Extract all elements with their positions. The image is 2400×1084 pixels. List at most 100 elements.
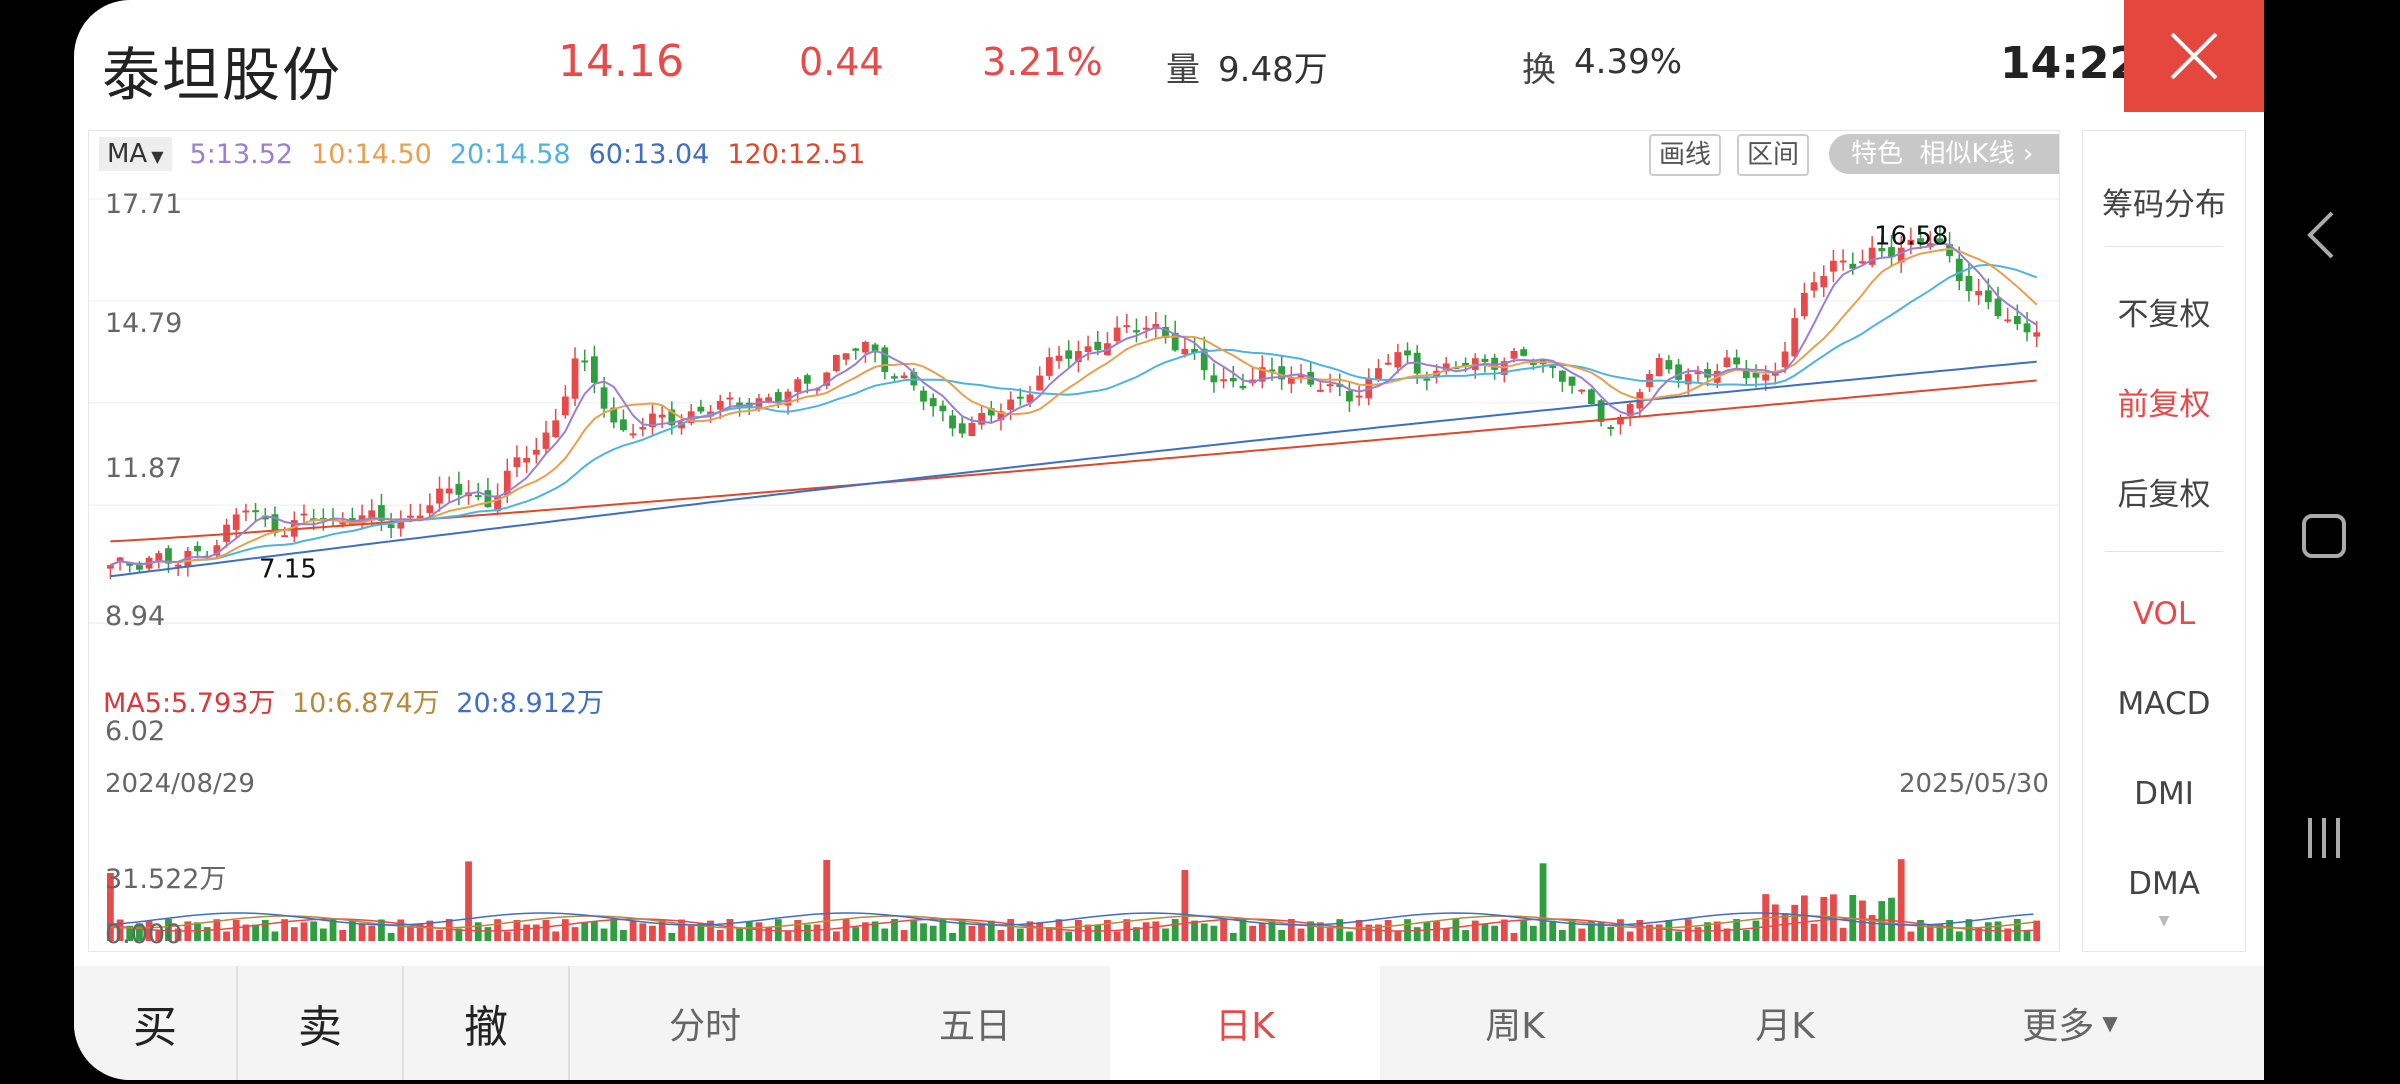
no-adjust-option[interactable]: 不复权 bbox=[2117, 297, 2211, 333]
volume-bar bbox=[1491, 925, 1499, 941]
candle-body bbox=[1791, 318, 1799, 357]
cancel-order-button[interactable]: 撤 bbox=[404, 966, 570, 1080]
candle-body bbox=[1578, 389, 1586, 392]
candle-body bbox=[939, 405, 947, 412]
candle-body bbox=[833, 354, 840, 372]
volume-bar bbox=[474, 922, 482, 941]
volume-bar bbox=[1771, 904, 1779, 941]
candle-body bbox=[1036, 375, 1044, 391]
feature-similar-kline-button[interactable]: 特色 相似K线 › bbox=[1829, 134, 2059, 174]
candle-body bbox=[513, 457, 521, 468]
chip-distribution-button[interactable]: 筹码分布 bbox=[2102, 187, 2226, 223]
sell-button[interactable]: 卖 bbox=[238, 966, 404, 1080]
candle-body bbox=[571, 358, 579, 399]
volume-bar bbox=[1946, 920, 1953, 941]
candle-body bbox=[697, 406, 705, 412]
volume-bar bbox=[707, 920, 714, 941]
price-axis-level-3: 11.87 bbox=[105, 453, 183, 484]
candle-body bbox=[532, 449, 540, 455]
volume-bar bbox=[1936, 924, 1944, 941]
volume-legend: MA5:5.793万 10:6.874万 20:8.912万 bbox=[103, 681, 604, 720]
volume-bar bbox=[378, 919, 385, 941]
candle-body bbox=[803, 375, 811, 384]
volume-bar bbox=[736, 928, 743, 941]
volume-bar bbox=[561, 919, 569, 941]
candle-body bbox=[252, 510, 259, 513]
more-label: 更多 bbox=[2022, 1006, 2095, 1047]
candle-body bbox=[1152, 323, 1160, 329]
volume-bar bbox=[571, 927, 579, 941]
candle-body bbox=[920, 390, 927, 402]
price-change: 0.44 bbox=[799, 40, 884, 84]
dmi-indicator-option[interactable]: DMI bbox=[2134, 776, 2194, 812]
vol-indicator-option[interactable]: VOL bbox=[2132, 596, 2196, 632]
volume-bar bbox=[107, 873, 114, 941]
volume-bar bbox=[881, 928, 889, 941]
tab-day-k[interactable]: 日K bbox=[1110, 966, 1380, 1080]
candle-body bbox=[1655, 358, 1663, 377]
volume-axis-zero: 0.000 bbox=[105, 919, 183, 950]
dma-indicator-option[interactable]: DMA bbox=[2128, 866, 2200, 902]
close-button[interactable] bbox=[2124, 0, 2264, 112]
scroll-down-icon[interactable]: ▼ bbox=[2158, 913, 2170, 929]
volume-bar bbox=[600, 928, 608, 941]
volume-bar bbox=[455, 928, 463, 941]
volume-bar bbox=[1897, 859, 1905, 941]
candle-body bbox=[774, 392, 782, 402]
volume-bar bbox=[1200, 923, 1208, 941]
candle-body bbox=[1026, 394, 1034, 403]
candle-body bbox=[107, 565, 114, 569]
candle-body bbox=[1384, 362, 1392, 365]
tab-month-k[interactable]: 月K bbox=[1755, 1006, 1815, 1047]
candle-body bbox=[726, 397, 734, 400]
volume-bar bbox=[581, 922, 589, 941]
candle-body bbox=[339, 522, 347, 525]
draw-line-button[interactable]: 画线 bbox=[1649, 134, 1722, 176]
volume-bar bbox=[445, 919, 453, 941]
ma-selector[interactable]: MA ▼ bbox=[99, 137, 172, 171]
candle-body bbox=[1084, 346, 1092, 353]
candle-body bbox=[1684, 374, 1692, 385]
system-navigation-bar bbox=[2264, 0, 2400, 1080]
macd-indicator-option[interactable]: MACD bbox=[2117, 686, 2211, 722]
volume-bar bbox=[387, 932, 395, 941]
candle-body bbox=[1897, 247, 1905, 263]
candle-body bbox=[1462, 362, 1469, 367]
volume-bar bbox=[910, 920, 918, 941]
candle-body bbox=[1917, 238, 1924, 243]
buy-button[interactable]: 买 bbox=[74, 966, 238, 1080]
volume-bar bbox=[658, 919, 666, 941]
candle-body bbox=[1617, 416, 1624, 425]
volume-bar bbox=[1607, 927, 1615, 941]
volume-bar bbox=[271, 931, 279, 941]
volume-bar bbox=[678, 919, 685, 941]
candle-body bbox=[165, 548, 172, 564]
volume-bar bbox=[1926, 924, 1934, 941]
range-button[interactable]: 区间 bbox=[1737, 134, 1810, 176]
forward-adjust-option[interactable]: 前复权 bbox=[2117, 387, 2211, 423]
candle-body bbox=[1975, 290, 1983, 296]
tab-week-k[interactable]: 周K bbox=[1485, 1006, 1545, 1047]
volume-bar bbox=[1742, 930, 1750, 941]
volume-bar bbox=[1249, 925, 1257, 941]
volume-bar bbox=[503, 931, 511, 941]
candle-body bbox=[494, 495, 501, 512]
candle-body bbox=[1442, 363, 1450, 372]
volume-bar bbox=[1665, 920, 1673, 941]
candle-body bbox=[397, 522, 405, 529]
volume-bar bbox=[126, 925, 134, 941]
volume-bar bbox=[1801, 895, 1808, 941]
tab-intraday[interactable]: 分时 bbox=[668, 1006, 741, 1047]
volume-bar bbox=[755, 922, 763, 941]
volume-bar bbox=[1888, 897, 1895, 941]
tab-more[interactable]: 更多 ▼ bbox=[1920, 966, 2220, 1080]
volume-bar bbox=[687, 925, 695, 941]
backward-adjust-option[interactable]: 后复权 bbox=[2117, 477, 2211, 513]
candle-body bbox=[561, 396, 569, 416]
tab-five-day[interactable]: 五日 bbox=[938, 1006, 1011, 1047]
candle-body bbox=[1946, 244, 1953, 257]
volume-bar bbox=[726, 919, 734, 941]
kline-chart-area[interactable]: MA ▼ 5:13.52 10:14.50 20:14.58 60:13.04 1… bbox=[88, 130, 2060, 952]
volume-bar bbox=[784, 931, 792, 941]
candle-body bbox=[600, 387, 608, 409]
